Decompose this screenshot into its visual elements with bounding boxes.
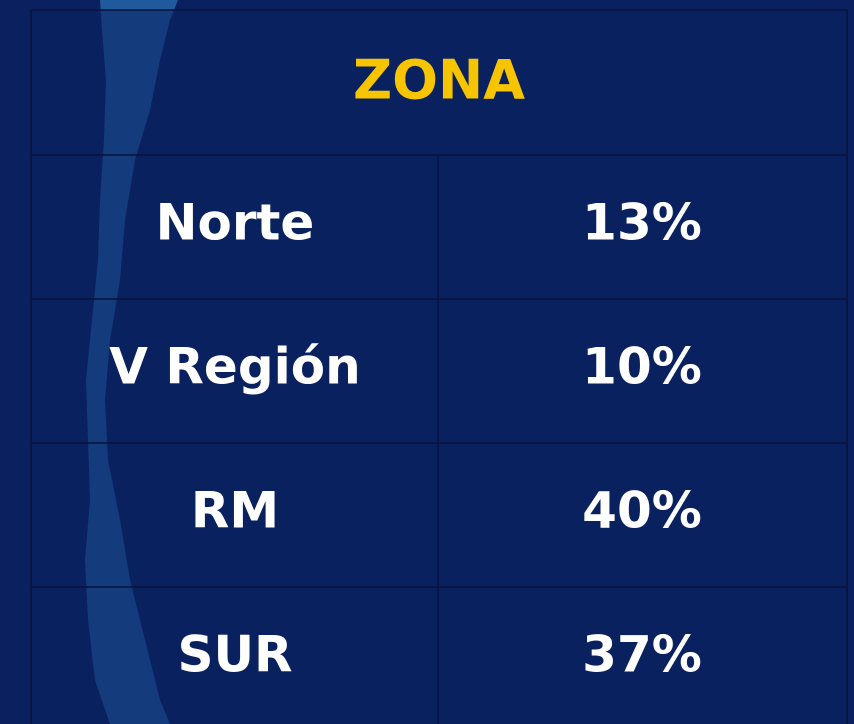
zone-share: 37% [582,626,702,684]
table-header: ZONA [353,49,525,112]
table-body: Norte 13% V Región 10% RM 40% SUR 37% [31,154,847,724]
zone-name: Norte [156,194,315,252]
table-frame [30,9,848,724]
zone-name: RM [191,482,279,540]
zone-name: SUR [177,626,292,684]
zone-share: 40% [582,482,702,540]
zone-share: 13% [582,194,702,252]
zone-name: V Región [109,338,360,396]
zone-share: 10% [582,338,702,396]
